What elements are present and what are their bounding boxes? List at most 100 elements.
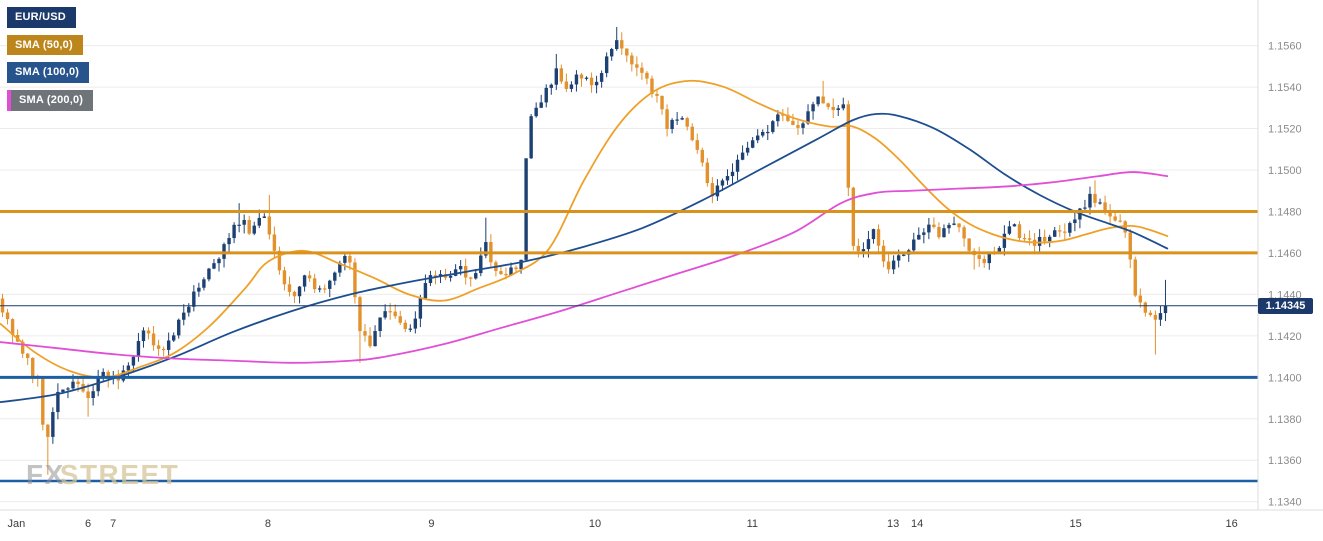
- candle-body[interactable]: [680, 118, 684, 120]
- candle-body[interactable]: [46, 424, 50, 437]
- candle-body[interactable]: [182, 312, 186, 320]
- candle-body[interactable]: [76, 381, 80, 385]
- candle-body[interactable]: [650, 78, 654, 94]
- candle-body[interactable]: [348, 255, 352, 263]
- candle-body[interactable]: [655, 93, 659, 96]
- candle-body[interactable]: [136, 341, 141, 357]
- candle-body[interactable]: [207, 268, 211, 280]
- candle-body[interactable]: [378, 317, 382, 332]
- candle-body[interactable]: [317, 288, 322, 290]
- candle-body[interactable]: [1027, 238, 1032, 240]
- candle-body[interactable]: [282, 270, 287, 285]
- candle-body[interactable]: [604, 56, 609, 74]
- candle-body[interactable]: [942, 228, 946, 238]
- candle-body[interactable]: [957, 223, 961, 228]
- candle-body[interactable]: [917, 234, 921, 240]
- candle-body[interactable]: [761, 131, 765, 136]
- candle-body[interactable]: [1138, 295, 1143, 303]
- candle-body[interactable]: [428, 275, 433, 284]
- candle-body[interactable]: [1047, 236, 1052, 242]
- candle-body[interactable]: [816, 96, 820, 105]
- candle-body[interactable]: [821, 96, 825, 104]
- candle-body[interactable]: [328, 280, 332, 289]
- candle-body[interactable]: [96, 377, 100, 392]
- candle-body[interactable]: [383, 311, 387, 318]
- candle-body[interactable]: [156, 345, 161, 349]
- candle-body[interactable]: [554, 68, 559, 85]
- candle-body[interactable]: [514, 267, 518, 270]
- candle-body[interactable]: [31, 357, 35, 377]
- candle-body[interactable]: [51, 412, 55, 437]
- candle-body[interactable]: [56, 391, 60, 413]
- candle-body[interactable]: [932, 224, 936, 227]
- candle-body[interactable]: [901, 254, 906, 256]
- candle-body[interactable]: [539, 102, 543, 108]
- candle-body[interactable]: [730, 171, 735, 177]
- candle-body[interactable]: [91, 391, 95, 399]
- candle-body[interactable]: [393, 311, 397, 317]
- candle-body[interactable]: [272, 234, 277, 251]
- candle-body[interactable]: [982, 258, 986, 264]
- candle-body[interactable]: [458, 266, 463, 270]
- candle-body[interactable]: [398, 316, 402, 323]
- candle-body[interactable]: [579, 74, 584, 79]
- candle-body[interactable]: [997, 247, 1002, 254]
- candle-body[interactable]: [86, 391, 90, 399]
- candle-body[interactable]: [846, 104, 851, 188]
- candle-body[interactable]: [504, 274, 508, 276]
- candle-body[interactable]: [755, 135, 760, 141]
- candle-body[interactable]: [338, 262, 342, 273]
- candle-body[interactable]: [791, 120, 795, 126]
- candle-body[interactable]: [1113, 216, 1117, 221]
- candle-body[interactable]: [715, 185, 720, 197]
- candle-body[interactable]: [277, 250, 282, 271]
- candle-body[interactable]: [433, 275, 438, 277]
- candle-body[interactable]: [247, 219, 251, 234]
- candle-body[interactable]: [252, 225, 256, 234]
- candle-body[interactable]: [967, 238, 971, 251]
- candle-body[interactable]: [660, 95, 664, 110]
- candle-body[interactable]: [474, 273, 478, 279]
- candle-body[interactable]: [584, 77, 589, 79]
- candle-body[interactable]: [630, 55, 634, 65]
- candle-body[interactable]: [519, 259, 523, 270]
- candle-body[interactable]: [524, 158, 528, 260]
- candle-body[interactable]: [1098, 202, 1102, 204]
- candle-body[interactable]: [1158, 313, 1163, 320]
- candle-body[interactable]: [922, 232, 926, 235]
- candle-body[interactable]: [866, 239, 871, 250]
- candle-body[interactable]: [1093, 193, 1097, 203]
- candle-body[interactable]: [1037, 236, 1042, 246]
- candle-body[interactable]: [146, 330, 151, 334]
- candle-body[interactable]: [1068, 223, 1072, 233]
- candle-body[interactable]: [670, 119, 674, 130]
- candle-body[interactable]: [373, 331, 377, 347]
- candle-body[interactable]: [952, 223, 956, 225]
- candle-body[interactable]: [1163, 305, 1168, 314]
- candle-body[interactable]: [1058, 230, 1062, 232]
- candle-body[interactable]: [937, 226, 941, 238]
- candle-body[interactable]: [1103, 202, 1107, 213]
- candle-body[interactable]: [811, 104, 815, 112]
- candle-body[interactable]: [947, 224, 951, 229]
- candle-body[interactable]: [559, 68, 564, 82]
- candle-body[interactable]: [388, 311, 392, 313]
- candle-body[interactable]: [1088, 193, 1092, 208]
- candle-body[interactable]: [292, 291, 297, 297]
- candle-body[interactable]: [1143, 302, 1148, 313]
- candle-body[interactable]: [307, 275, 312, 279]
- candle-body[interactable]: [499, 271, 503, 275]
- candle-body[interactable]: [599, 73, 604, 82]
- candle-body[interactable]: [1007, 226, 1012, 234]
- candle-body[interactable]: [363, 331, 367, 336]
- candle-body[interactable]: [353, 262, 357, 298]
- candle-body[interactable]: [851, 187, 856, 246]
- candle-body[interactable]: [1133, 259, 1137, 296]
- candle-body[interactable]: [171, 335, 176, 341]
- candle-body[interactable]: [297, 286, 302, 297]
- candle-body[interactable]: [987, 252, 991, 264]
- candle-body[interactable]: [841, 104, 845, 109]
- candle-body[interactable]: [403, 322, 407, 330]
- candle-body[interactable]: [71, 381, 75, 389]
- legend-chip-sma100[interactable]: SMA (100,0): [7, 62, 90, 83]
